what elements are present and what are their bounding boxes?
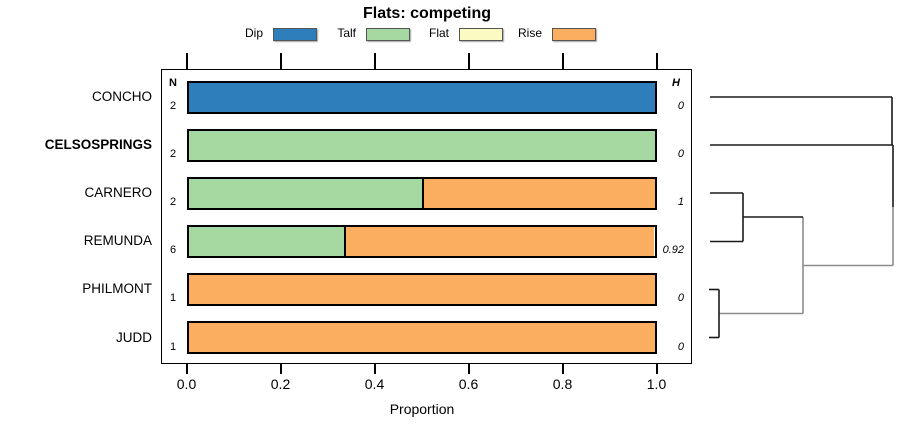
row-label: JUDD xyxy=(116,329,152,345)
bar-segment-talf xyxy=(188,178,422,208)
legend: Dip Talf Flat Rise xyxy=(0,0,900,48)
n-value: 2 xyxy=(169,148,177,161)
row-label: CONCHO xyxy=(92,89,152,104)
top-axis-tick xyxy=(561,53,564,69)
row-label: REMUNDA xyxy=(83,233,152,249)
bar xyxy=(186,321,657,354)
n-value: 2 xyxy=(169,100,177,112)
legend-swatch xyxy=(459,28,503,41)
bar-segment-rise xyxy=(421,178,655,208)
legend-swatch xyxy=(273,28,317,41)
x-axis-tick xyxy=(373,364,376,374)
x-axis-tick-label: 1.0 xyxy=(646,376,667,392)
bar-segment-talf xyxy=(188,226,344,256)
top-axis-tick xyxy=(185,53,188,69)
legend-label: Talf xyxy=(337,26,356,40)
x-axis-tick xyxy=(279,364,282,374)
legend-label: Rise xyxy=(517,26,542,40)
n-value: 2 xyxy=(169,196,177,209)
x-axis-tick-label: 0.8 xyxy=(552,376,573,392)
x-axis-tick xyxy=(467,364,470,374)
legend-swatch xyxy=(366,28,410,41)
legend-label: Dip xyxy=(244,26,263,40)
bar-segment-talf xyxy=(188,130,655,160)
x-axis-tick-label: 0.2 xyxy=(270,376,291,392)
bar xyxy=(186,272,657,306)
h-column-header: H xyxy=(672,77,680,89)
h-value: 1 xyxy=(677,196,684,209)
row-label: PHILMONT xyxy=(82,281,152,297)
h-value: 0 xyxy=(677,148,684,161)
top-axis-tick xyxy=(373,53,376,69)
bar-segment-rise xyxy=(188,274,655,304)
row-label: CELSOSPRINGS xyxy=(44,137,152,153)
x-axis-tick xyxy=(561,364,564,374)
top-axis-tick xyxy=(467,53,470,69)
chart-title: Flats: competing xyxy=(362,5,491,22)
x-axis-tick-label: 0.4 xyxy=(364,376,385,392)
h-value: 0 xyxy=(677,292,684,305)
h-value: 0 xyxy=(677,340,684,353)
plot-box xyxy=(161,69,692,364)
top-axis-tick xyxy=(279,53,282,69)
bar xyxy=(186,224,657,258)
top-axis-tick xyxy=(655,53,658,69)
x-axis-tick xyxy=(185,364,188,374)
row-label: CARNERO xyxy=(84,185,152,201)
bar-segment-rise xyxy=(343,226,655,256)
n-value: 1 xyxy=(169,292,177,305)
bar xyxy=(186,128,657,162)
n-value: 1 xyxy=(169,340,177,353)
n-value: 6 xyxy=(169,244,177,257)
bar-segment-rise xyxy=(188,323,655,352)
bar xyxy=(186,176,657,210)
x-axis-tick-label: 0.0 xyxy=(176,376,197,392)
x-axis-title: Proportion xyxy=(389,401,455,417)
x-axis-tick-label: 0.6 xyxy=(458,376,479,392)
legend-swatch xyxy=(552,28,596,41)
bar xyxy=(186,80,657,114)
x-axis-tick xyxy=(655,364,658,374)
n-column-header: N xyxy=(169,77,177,89)
bar-segment-dip xyxy=(188,82,655,112)
legend-label: Flat xyxy=(428,26,449,40)
h-value: 0.92 xyxy=(662,244,684,257)
h-value: 0 xyxy=(677,100,684,112)
